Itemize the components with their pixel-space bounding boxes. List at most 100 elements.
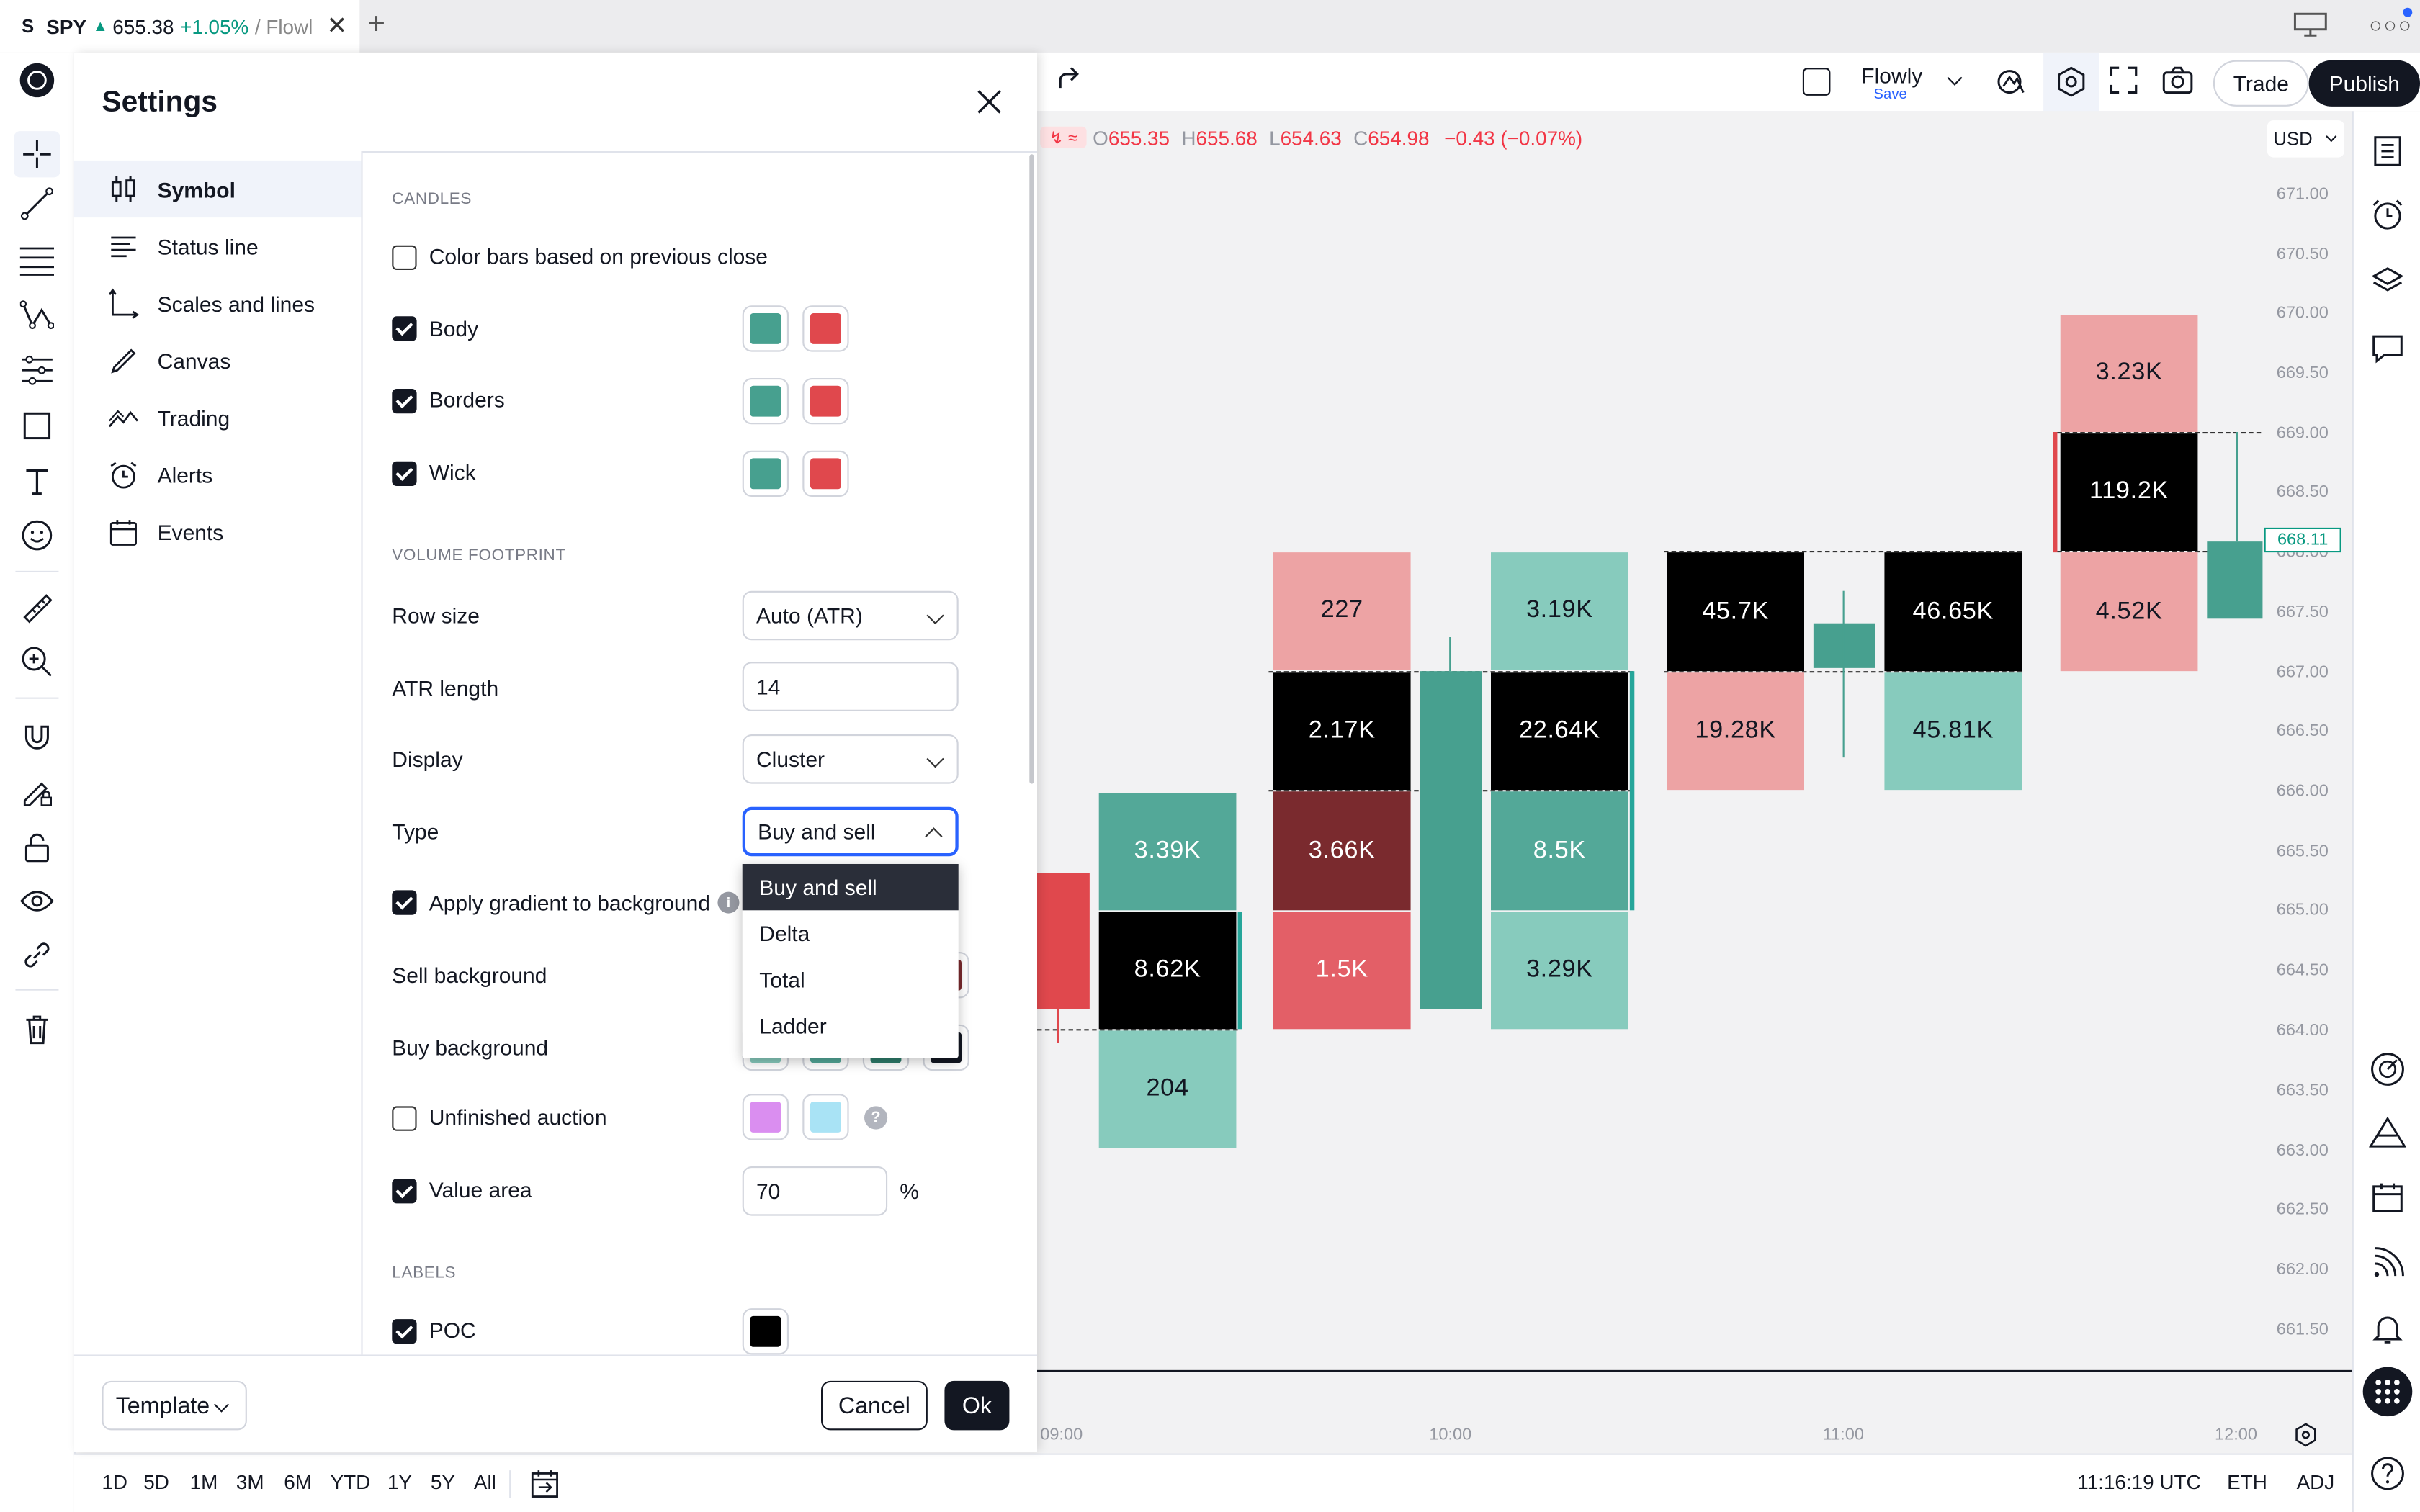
zoom-in-icon[interactable]: [19, 644, 55, 680]
broadcast-icon[interactable]: [2369, 1245, 2406, 1282]
gradient-checkbox[interactable]: [392, 890, 417, 915]
range-button[interactable]: 1Y: [387, 1470, 412, 1494]
range-button[interactable]: All: [473, 1470, 496, 1494]
projection-icon[interactable]: [19, 352, 55, 389]
color-bars-checkbox[interactable]: [392, 245, 417, 270]
indicator-alert-icon[interactable]: [1994, 65, 2028, 99]
cancel-button[interactable]: Cancel: [821, 1380, 928, 1431]
layout-square-icon[interactable]: [1802, 68, 1831, 96]
layers-icon[interactable]: [2369, 262, 2406, 299]
row-size-select[interactable]: Auto (ATR): [742, 590, 959, 641]
more-icon[interactable]: ○○○: [2369, 12, 2414, 37]
poc-swatch[interactable]: [742, 1308, 789, 1355]
unfinished-auction-checkbox[interactable]: [392, 1106, 417, 1131]
chat-icon[interactable]: [2369, 330, 2406, 367]
range-button[interactable]: YTD: [330, 1470, 371, 1494]
trend-line-icon[interactable]: [19, 185, 55, 222]
tab-price: 655.38: [112, 14, 174, 38]
layout-name[interactable]: Flowly: [1861, 63, 1923, 89]
display-select[interactable]: Cluster: [742, 734, 959, 784]
borders-up-swatch[interactable]: [742, 378, 789, 425]
magnet-icon[interactable]: [19, 719, 55, 756]
adjustment-toggle[interactable]: ADJ: [2296, 1470, 2335, 1494]
range-button[interactable]: 1D: [102, 1470, 128, 1494]
chevron-down-icon[interactable]: [1947, 70, 1963, 86]
tab-trading[interactable]: Trading: [74, 389, 362, 446]
type-option[interactable]: Ladder: [759, 1013, 827, 1039]
range-button[interactable]: 6M: [284, 1470, 312, 1494]
new-tab-button[interactable]: +: [367, 7, 386, 42]
atr-length-input[interactable]: 14: [742, 662, 959, 711]
bell-icon[interactable]: [2369, 1310, 2406, 1346]
trash-icon[interactable]: [19, 1011, 55, 1048]
gauge-icon[interactable]: [2369, 1050, 2406, 1087]
scrollbar[interactable]: [1029, 154, 1034, 784]
text-icon[interactable]: [19, 463, 55, 500]
publish-button[interactable]: Publish: [2308, 60, 2420, 107]
help-icon[interactable]: ?: [864, 1106, 888, 1130]
tab-events[interactable]: Events: [74, 503, 362, 560]
apps-grid-icon[interactable]: [2362, 1367, 2413, 1417]
range-button[interactable]: 5D: [143, 1470, 169, 1494]
browser-tab[interactable]: S SPY ▲ 655.38 +1.05% / Flowl ✕: [0, 0, 360, 53]
type-option[interactable]: Delta: [759, 921, 810, 946]
info-icon[interactable]: i: [717, 891, 740, 914]
eye-icon[interactable]: [19, 883, 55, 919]
logo-icon[interactable]: [19, 62, 55, 99]
help-icon[interactable]: [2369, 1455, 2406, 1492]
borders-down-swatch[interactable]: [802, 378, 849, 425]
fib-icon[interactable]: [19, 240, 55, 277]
rectangle-icon[interactable]: [19, 408, 55, 444]
body-down-swatch[interactable]: [802, 305, 849, 352]
lock-drawing-icon[interactable]: [19, 773, 55, 810]
link-icon[interactable]: [19, 937, 55, 973]
fullscreen-icon[interactable]: [2108, 65, 2139, 96]
axis-settings-icon[interactable]: [2293, 1423, 2318, 1455]
unfinished-swatch-2[interactable]: [802, 1094, 849, 1140]
poc-checkbox[interactable]: [392, 1319, 417, 1344]
ok-button[interactable]: Ok: [944, 1380, 1010, 1431]
value-area-input[interactable]: 70: [742, 1166, 888, 1216]
range-button[interactable]: 3M: [236, 1470, 264, 1494]
close-icon[interactable]: [974, 86, 1005, 125]
ruler-icon[interactable]: [19, 590, 55, 626]
go-to-date-icon[interactable]: [529, 1469, 560, 1508]
tab-scales-and-lines[interactable]: Scales and lines: [74, 274, 362, 331]
tab-close-icon[interactable]: ✕: [326, 14, 348, 40]
clock-readout[interactable]: 11:16:19 UTC: [2077, 1470, 2201, 1494]
template-dropdown[interactable]: Template: [102, 1380, 247, 1431]
wick-down-swatch[interactable]: [802, 450, 849, 497]
tab-symbol[interactable]: Symbol: [73, 160, 362, 218]
camera-icon[interactable]: [2161, 65, 2195, 96]
settings-gear-icon[interactable]: [2043, 52, 2099, 112]
alarm-clock-icon[interactable]: [2369, 196, 2406, 233]
type-option[interactable]: Buy and sell: [742, 864, 959, 911]
trade-button[interactable]: Trade: [2213, 60, 2309, 107]
tab-canvas[interactable]: Canvas: [74, 332, 362, 389]
wick-checkbox[interactable]: [392, 461, 417, 486]
mountain-icon[interactable]: [2369, 1114, 2406, 1151]
tab-alerts[interactable]: Alerts: [74, 446, 362, 503]
session-toggle[interactable]: ETH: [2227, 1470, 2267, 1494]
borders-checkbox[interactable]: [392, 389, 417, 414]
type-option[interactable]: Total: [759, 967, 805, 992]
watchlist-icon[interactable]: [2369, 132, 2406, 169]
wick-up-swatch[interactable]: [742, 450, 789, 497]
unfinished-swatch-1[interactable]: [742, 1094, 789, 1140]
emoji-icon[interactable]: [19, 517, 55, 554]
redo-icon[interactable]: [1052, 65, 1083, 96]
tab-status-line[interactable]: Status line: [74, 217, 362, 274]
range-button[interactable]: 1M: [189, 1470, 218, 1494]
crosshair-icon[interactable]: [14, 131, 60, 178]
pattern-icon[interactable]: [19, 296, 55, 333]
tab-change: +1.05%: [180, 14, 249, 38]
lock-icon[interactable]: [19, 829, 55, 865]
body-up-swatch[interactable]: [742, 305, 789, 352]
range-button[interactable]: 5Y: [430, 1470, 455, 1494]
display-icon[interactable]: [2293, 12, 2327, 45]
value-area-checkbox[interactable]: [392, 1179, 417, 1204]
currency-select[interactable]: USD: [2267, 120, 2344, 158]
type-select[interactable]: Buy and sell: [742, 806, 959, 857]
body-checkbox[interactable]: [392, 316, 417, 341]
calendar-icon[interactable]: [2369, 1179, 2406, 1215]
